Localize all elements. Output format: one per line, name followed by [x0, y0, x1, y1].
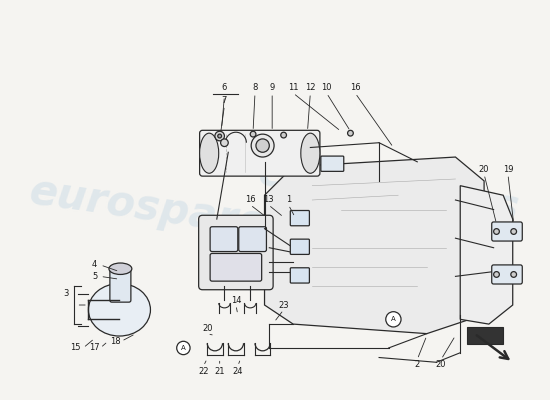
Ellipse shape: [109, 263, 132, 274]
Text: A: A: [181, 345, 186, 351]
Text: 22: 22: [198, 367, 208, 376]
Text: 20: 20: [202, 324, 212, 333]
Polygon shape: [460, 186, 513, 324]
FancyBboxPatch shape: [239, 227, 266, 252]
Text: 13: 13: [263, 196, 274, 204]
Circle shape: [221, 139, 228, 146]
Text: 21: 21: [214, 367, 225, 376]
Text: 20: 20: [436, 360, 447, 369]
Text: 16: 16: [245, 196, 256, 204]
Text: 17: 17: [89, 344, 100, 352]
Text: 7: 7: [222, 96, 227, 105]
FancyBboxPatch shape: [290, 268, 310, 283]
Text: 15: 15: [70, 344, 81, 352]
Circle shape: [348, 130, 353, 136]
Text: 18: 18: [111, 337, 121, 346]
Circle shape: [215, 131, 224, 141]
Circle shape: [511, 272, 516, 277]
FancyBboxPatch shape: [290, 210, 310, 226]
Text: 10: 10: [321, 83, 332, 92]
Ellipse shape: [251, 134, 274, 157]
Circle shape: [218, 134, 222, 138]
Text: 16: 16: [350, 83, 361, 92]
FancyBboxPatch shape: [210, 254, 262, 281]
Circle shape: [250, 131, 256, 137]
Text: 9: 9: [270, 83, 275, 92]
Text: 6: 6: [222, 83, 227, 92]
Circle shape: [280, 132, 287, 138]
Text: 1: 1: [286, 196, 291, 204]
Text: 23: 23: [278, 300, 289, 310]
FancyBboxPatch shape: [492, 265, 522, 284]
FancyBboxPatch shape: [210, 227, 238, 252]
Ellipse shape: [256, 139, 270, 152]
Text: 20: 20: [479, 165, 490, 174]
Circle shape: [511, 229, 516, 234]
Text: eurospares: eurospares: [26, 170, 293, 249]
Text: eurospares: eurospares: [255, 151, 522, 230]
FancyBboxPatch shape: [321, 156, 344, 171]
Bar: [467, 327, 503, 344]
FancyBboxPatch shape: [290, 239, 310, 254]
FancyBboxPatch shape: [199, 215, 273, 290]
Text: 11: 11: [288, 83, 299, 92]
Text: 3: 3: [63, 289, 69, 298]
FancyBboxPatch shape: [492, 222, 522, 241]
FancyBboxPatch shape: [110, 270, 131, 302]
Ellipse shape: [89, 284, 151, 336]
Polygon shape: [265, 157, 484, 334]
Ellipse shape: [301, 133, 320, 173]
Circle shape: [177, 341, 190, 355]
Text: 5: 5: [92, 272, 97, 281]
Text: 19: 19: [503, 165, 513, 174]
Text: 4: 4: [92, 260, 97, 270]
Text: 12: 12: [305, 83, 316, 92]
Circle shape: [494, 229, 499, 234]
Ellipse shape: [200, 133, 219, 173]
Text: 14: 14: [230, 296, 241, 305]
Circle shape: [386, 312, 401, 327]
FancyBboxPatch shape: [200, 130, 320, 176]
Text: A: A: [391, 316, 396, 322]
Text: 24: 24: [233, 367, 243, 376]
Text: 8: 8: [252, 83, 257, 92]
Circle shape: [494, 272, 499, 277]
Text: 2: 2: [415, 360, 420, 369]
